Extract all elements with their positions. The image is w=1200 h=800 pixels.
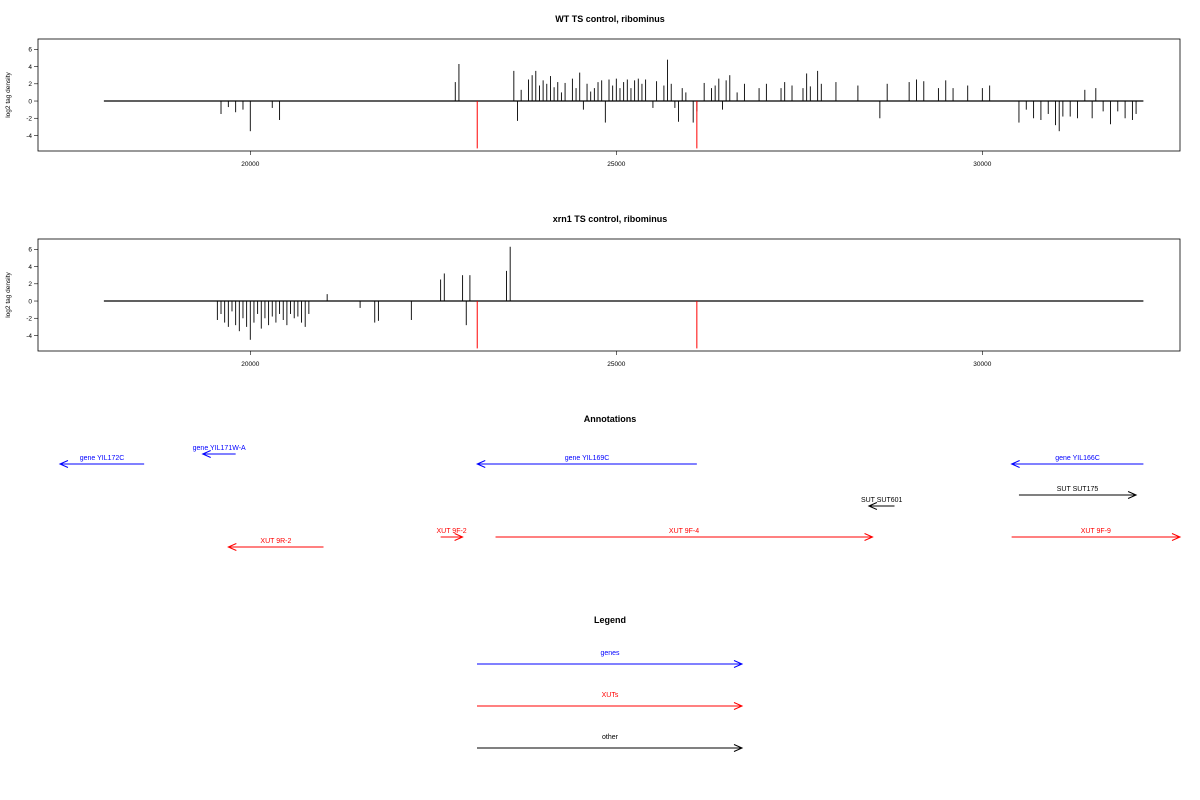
feature-label: XUT 9F-2 xyxy=(436,528,466,535)
feature-label: gene YIL166C xyxy=(1055,455,1100,462)
xrn1-marker-lines xyxy=(476,301,698,349)
feature-label: SUT SUT601 xyxy=(861,497,903,504)
y-tick-label: -2 xyxy=(26,116,32,123)
arrow-head xyxy=(864,533,874,541)
xrn1-panel: xrn1 TS control, ribominus log2 tag dens… xyxy=(5,214,1181,368)
y-tick-label: 0 xyxy=(28,98,32,105)
annotation-features: gene YIL172C gene YIL171W-A gene YIL169C ge… xyxy=(58,445,1182,551)
y-tick-label: 0 xyxy=(28,298,32,305)
y-tick-label: -2 xyxy=(26,316,32,323)
y-tick-label: 6 xyxy=(28,247,32,254)
x-tick-label: 30000 xyxy=(973,161,991,168)
xrn1-y-axis: 6 4 2 0 -2 -4 xyxy=(26,247,38,340)
feature-label: SUT SUT175 xyxy=(1057,486,1099,493)
wt-y-axis: 6 4 2 0 -2 -4 xyxy=(26,47,38,140)
x-tick-label: 25000 xyxy=(607,161,625,168)
legend-items: genes XUTs other xyxy=(477,650,744,752)
arrow-head xyxy=(733,660,744,668)
y-tick-label: 4 xyxy=(28,64,32,71)
wt-bars xyxy=(103,59,1144,132)
arrow-head xyxy=(475,460,486,468)
feature-label: gene YIL169C xyxy=(565,455,610,462)
x-tick-label: 20000 xyxy=(241,361,259,368)
x-tick-label: 20000 xyxy=(241,161,259,168)
arrow-head xyxy=(227,543,237,551)
arrow-head xyxy=(58,460,69,468)
x-tick-label: 25000 xyxy=(607,361,625,368)
legend-label: other xyxy=(602,734,619,741)
x-tick-label: 30000 xyxy=(973,361,991,368)
wt-marker-lines xyxy=(476,101,698,149)
feature-label: XUT 9R-2 xyxy=(260,538,291,545)
xrn1-panel-title: xrn1 TS control, ribominus xyxy=(553,214,668,224)
feature-label: XUT 9F-4 xyxy=(669,528,699,535)
legend-label: genes xyxy=(600,650,620,657)
wt-y-axis-label: log2 tag density xyxy=(5,71,12,117)
legend-panel: Legend genes XUTs other xyxy=(477,615,744,752)
feature-label: gene YIL171W-A xyxy=(193,445,246,452)
y-tick-label: 6 xyxy=(28,47,32,54)
xrn1-y-axis-label: log2 tag density xyxy=(5,271,12,317)
y-tick-label: 4 xyxy=(28,264,32,271)
legend-title: Legend xyxy=(594,615,626,625)
arrow-head xyxy=(867,502,878,510)
legend-label: XUTs xyxy=(602,692,619,699)
arrow-head xyxy=(1127,491,1138,499)
y-tick-label: -4 xyxy=(26,133,32,140)
y-tick-label: -4 xyxy=(26,333,32,340)
wt-panel: WT TS control, ribominus log2 tag densit… xyxy=(5,14,1181,168)
arrow-head xyxy=(454,533,464,541)
y-tick-label: 2 xyxy=(28,81,32,88)
wt-panel-title: WT TS control, ribominus xyxy=(555,14,665,24)
arrow-head xyxy=(201,450,211,458)
annotations-title: Annotations xyxy=(584,414,637,424)
xrn1-plot-frame xyxy=(37,238,1181,352)
feature-label: gene YIL172C xyxy=(80,455,125,462)
arrow-head xyxy=(1010,460,1020,468)
wt-plot-frame xyxy=(37,38,1181,152)
arrow-head xyxy=(733,744,744,752)
xrn1-bars xyxy=(103,246,1144,340)
feature-label: XUT 9F-9 xyxy=(1081,528,1111,535)
xrn1-x-axis: 20000 25000 30000 xyxy=(241,351,992,368)
arrow-head xyxy=(733,702,744,710)
y-tick-label: 2 xyxy=(28,281,32,288)
wt-x-axis: 20000 25000 30000 xyxy=(241,151,992,168)
arrow-head xyxy=(1171,533,1182,541)
